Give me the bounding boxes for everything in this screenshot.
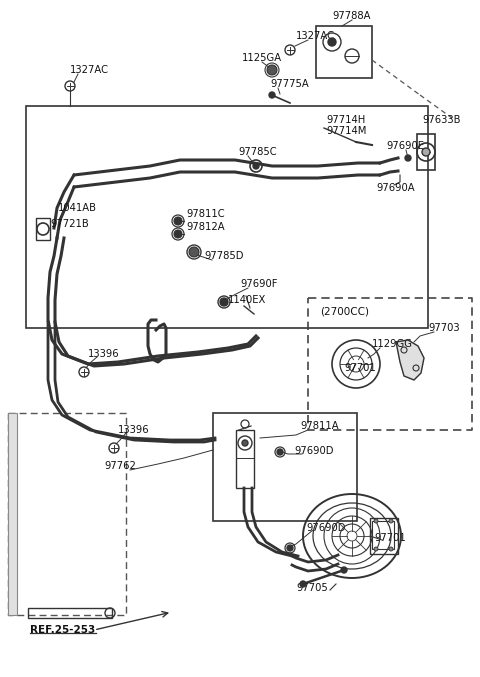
Bar — [8, 413, 17, 615]
Circle shape — [267, 65, 277, 75]
Text: 97811C: 97811C — [186, 209, 225, 219]
Text: REF.25-253: REF.25-253 — [30, 625, 95, 635]
Circle shape — [174, 217, 182, 225]
Bar — [370, 518, 398, 554]
Text: 97788A: 97788A — [333, 11, 371, 21]
Bar — [236, 430, 254, 488]
Text: 97703: 97703 — [428, 323, 460, 333]
Circle shape — [174, 230, 182, 238]
Text: 97812A: 97812A — [186, 222, 225, 232]
Text: 97785D: 97785D — [204, 251, 243, 261]
Polygon shape — [396, 340, 424, 380]
Circle shape — [422, 148, 430, 156]
Circle shape — [253, 163, 259, 169]
Text: 1327AC: 1327AC — [296, 31, 335, 41]
Bar — [26, 106, 428, 328]
Text: 13396: 13396 — [118, 425, 150, 435]
Text: 97714H: 97714H — [326, 115, 365, 125]
Text: 97690E: 97690E — [386, 141, 424, 151]
Circle shape — [374, 519, 378, 523]
Circle shape — [328, 38, 336, 46]
Circle shape — [242, 440, 248, 446]
Text: 13396: 13396 — [88, 349, 120, 359]
Bar — [213, 413, 357, 521]
Text: 97785C: 97785C — [238, 147, 276, 157]
Bar — [372, 521, 394, 549]
Text: 97705: 97705 — [296, 583, 328, 593]
Text: 1140EX: 1140EX — [228, 295, 266, 305]
Circle shape — [269, 92, 275, 98]
Circle shape — [300, 581, 306, 587]
Text: 97775A: 97775A — [270, 79, 309, 89]
Text: 97811A: 97811A — [300, 421, 338, 431]
Bar — [316, 26, 372, 78]
Circle shape — [389, 519, 393, 523]
Circle shape — [287, 545, 293, 551]
Bar — [36, 218, 50, 240]
Text: (2700CC): (2700CC) — [320, 307, 369, 317]
Text: 97633B: 97633B — [422, 115, 460, 125]
Circle shape — [374, 547, 378, 551]
Text: 97690F: 97690F — [240, 279, 277, 289]
Text: 97690D: 97690D — [306, 523, 346, 533]
Circle shape — [405, 155, 411, 161]
Bar — [417, 134, 435, 170]
Circle shape — [341, 567, 347, 573]
Text: 1129GG: 1129GG — [372, 339, 413, 349]
Text: 97714M: 97714M — [326, 126, 366, 136]
Text: 97690D: 97690D — [294, 446, 334, 456]
Text: 97690A: 97690A — [376, 183, 415, 193]
Text: 97762: 97762 — [104, 461, 136, 471]
Circle shape — [220, 298, 228, 306]
Text: 97701: 97701 — [374, 533, 406, 543]
Text: 1125GA: 1125GA — [242, 53, 282, 63]
Circle shape — [389, 547, 393, 551]
Text: 1327AC: 1327AC — [70, 65, 109, 75]
Circle shape — [277, 449, 283, 455]
Text: 1041AB: 1041AB — [58, 203, 97, 213]
Text: 97721B: 97721B — [50, 219, 89, 229]
Circle shape — [189, 247, 199, 257]
Text: 97701: 97701 — [344, 363, 376, 373]
Bar — [28, 608, 112, 618]
